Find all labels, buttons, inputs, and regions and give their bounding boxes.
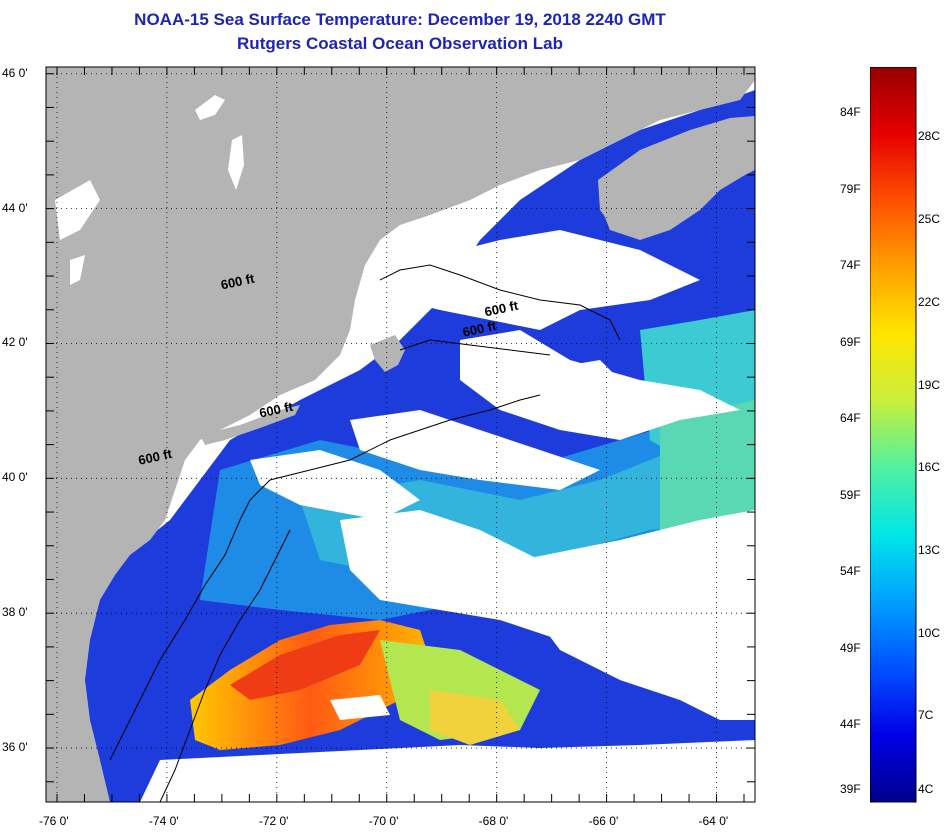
longitude-label: -74 0' xyxy=(148,814,179,828)
lakes xyxy=(55,95,244,285)
latitude-label: 44 0' xyxy=(2,200,28,215)
map-frame xyxy=(45,66,756,803)
cape-cod xyxy=(370,335,405,372)
colorbar-fahrenheit-label: 69F xyxy=(840,334,861,349)
longitude-label: -64 0' xyxy=(698,814,729,828)
long-island xyxy=(200,405,300,445)
longitude-label: -66 0' xyxy=(588,814,619,828)
land xyxy=(46,67,755,802)
colorbar-fahrenheit-label: 54F xyxy=(840,564,861,579)
contour-label: 600 ft xyxy=(258,399,295,421)
colorbar-celsius-label: 19C xyxy=(918,377,941,392)
longitude-label: -76 0' xyxy=(38,814,69,828)
chart-title: NOAA-15 Sea Surface Temperature: Decembe… xyxy=(134,10,666,29)
graticule xyxy=(46,67,755,802)
chart-subtitle: Rutgers Coastal Ocean Observation Lab xyxy=(237,34,563,53)
latitude-label: 46 0' xyxy=(2,65,28,80)
colorbar-celsius-label: 16C xyxy=(918,460,941,475)
colorbar-celsius-label: 4C xyxy=(918,782,934,796)
contour-label: 600 ft xyxy=(137,446,174,468)
bathymetry-contour xyxy=(109,264,621,803)
contour-label: 600 ft xyxy=(461,318,498,340)
colorbar-celsius-label: 7C xyxy=(918,708,934,723)
latitude-label: 38 0' xyxy=(2,605,28,620)
longitude-label: -68 0' xyxy=(478,814,509,828)
colorbar xyxy=(870,67,944,803)
colorbar-celsius-label: 10C xyxy=(918,625,941,640)
colorbar-fahrenheit-label: 49F xyxy=(840,640,861,655)
colorbar-ramp xyxy=(870,67,917,803)
colorbar-celsius-label: 25C xyxy=(918,212,941,227)
gulf-stream-warm-water xyxy=(190,620,540,750)
colorbar-celsius-label: 22C xyxy=(918,294,941,309)
colorbar-celsius-label: 13C xyxy=(918,542,941,557)
contour-label: 600 ft xyxy=(483,298,520,320)
longitude-label: -72 0' xyxy=(258,814,289,828)
longitude-label: -70 0' xyxy=(368,814,399,828)
contour-label: 600 ft xyxy=(219,271,256,293)
colorbar-fahrenheit-label: 84F xyxy=(840,104,861,119)
colorbar-celsius-label: 28C xyxy=(918,129,941,144)
colorbar-fahrenheit-label: 59F xyxy=(840,487,861,502)
colorbar-fahrenheit-label: 44F xyxy=(840,717,861,732)
latitude-label: 42 0' xyxy=(2,335,28,350)
colorbar-fahrenheit-label: 74F xyxy=(840,258,861,273)
latitude-label: 36 0' xyxy=(2,740,28,755)
colorbar-fahrenheit-label: 39F xyxy=(840,782,861,796)
colorbar-fahrenheit-label: 79F xyxy=(840,181,861,196)
axis-ticks xyxy=(46,67,755,802)
cloud-cover xyxy=(140,230,755,802)
latitude-label: 40 0' xyxy=(2,470,28,485)
nova-scotia xyxy=(598,116,755,235)
colorbar-fahrenheit-label: 64F xyxy=(840,411,861,426)
